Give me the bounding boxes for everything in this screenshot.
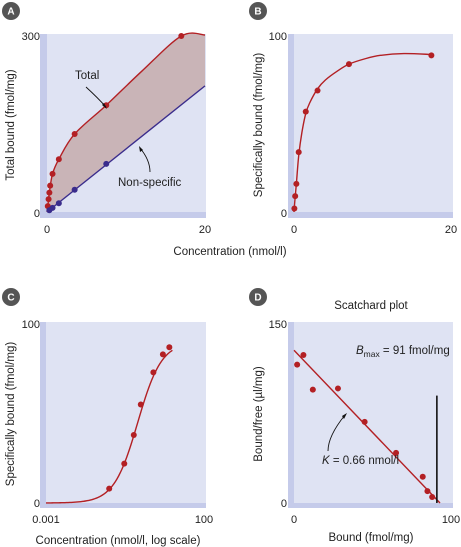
panel-a-total-point-8 xyxy=(178,33,185,39)
panel-a-total-arrowhead xyxy=(102,103,107,109)
panel-c-point-4 xyxy=(150,369,157,376)
panel-a-total-points xyxy=(44,33,185,210)
panel-d-point-6 xyxy=(419,473,426,480)
panel-a-badge: A xyxy=(2,2,20,20)
panel-d-k-value: = 0.66 nmol/l xyxy=(330,455,399,467)
panel-b-ytick-min: 0 xyxy=(281,208,287,220)
panel-c-ylabel: Specifically bound (fmol/mg) xyxy=(5,342,17,487)
panel-a: A 300 0 0 20 Total bound (fmol/mg) Total… xyxy=(2,2,211,236)
panel-d-k-text: K = 0.66 nmol/l xyxy=(322,455,399,467)
panel-c-ytick-max: 100 xyxy=(22,319,40,331)
panel-d-point-0 xyxy=(294,361,301,368)
panel-a-ytick-max: 300 xyxy=(22,31,40,43)
panel-a-nonspecific-arrowhead xyxy=(139,146,143,152)
panel-d-bmax-value: = 91 fmol/mg xyxy=(380,345,450,357)
panel-a-ylabel: Total bound (fmol/mg) xyxy=(5,69,17,180)
panel-b-point-3 xyxy=(295,149,302,156)
panel-d: D Scatchard plot Bmax = 91 fmol/mg K = 0… xyxy=(249,288,460,544)
panel-d-xlabel: Bound (fmol/mg) xyxy=(328,532,413,544)
panel-d-bmax-text: Bmax = 91 fmol/mg xyxy=(356,345,450,359)
panel-a-nonspecific-points xyxy=(46,160,110,214)
panel-a-nonspecific-label: Non-specific xyxy=(118,177,182,189)
panel-b-point-1 xyxy=(292,193,299,200)
panel-a-nonspecific-point-1 xyxy=(49,204,56,211)
panel-b-points xyxy=(291,52,435,212)
panel-d-point-8 xyxy=(429,494,436,501)
panel-d-title: Scatchard plot xyxy=(334,300,408,312)
panel-d-point-5 xyxy=(393,449,400,456)
panel-a-total-point-6 xyxy=(71,130,78,137)
panel-a-ytick-min: 0 xyxy=(34,208,40,220)
panel-c-points xyxy=(106,344,173,492)
panel-d-point-1 xyxy=(300,352,307,359)
panel-d-points xyxy=(294,352,436,501)
panel-d-fit-line xyxy=(293,349,441,504)
panel-a-total-point-3 xyxy=(47,182,54,189)
panel-b-point-2 xyxy=(293,180,300,187)
panel-d-ylabel: Bound/free (µl/mg) xyxy=(253,366,265,462)
panel-b-point-6 xyxy=(345,61,352,68)
panel-b-point-5 xyxy=(314,87,321,94)
panel-b-point-7 xyxy=(428,52,435,59)
panel-a-nonspecific-point-4 xyxy=(103,160,110,167)
panel-c-point-1 xyxy=(121,460,128,467)
panel-d-plot-area xyxy=(294,322,453,503)
panel-a-nonspecific-point-2 xyxy=(55,200,62,207)
panel-b-plot-area xyxy=(294,34,453,212)
panel-d-point-2 xyxy=(309,386,316,393)
panel-d-ytick-max: 150 xyxy=(269,319,287,331)
panel-a-letter: A xyxy=(7,7,14,18)
panel-b-xtick-min: 0 xyxy=(291,224,297,236)
panel-d-point-4 xyxy=(361,418,368,425)
panel-a-xtick-min: 0 xyxy=(44,224,50,236)
panel-d-xtick-max: 100 xyxy=(442,514,460,526)
panel-d-k-symbol: K xyxy=(322,455,331,467)
panel-b-ytick-max: 100 xyxy=(269,31,287,43)
panel-b-point-0 xyxy=(291,205,298,212)
panel-d-k-pointer xyxy=(327,414,346,452)
panel-a-nonspecific-point-3 xyxy=(71,186,78,193)
panel-a-total-point-1 xyxy=(45,196,52,203)
panel-c-point-0 xyxy=(106,485,113,492)
panel-d-k-arrowhead xyxy=(342,413,347,419)
panel-b: B 100 0 0 20 Specifically bound (fmol/mg… xyxy=(249,2,457,236)
panel-c-point-5 xyxy=(159,351,166,358)
panel-a-total-point-5 xyxy=(55,156,62,163)
panel-b-badge: B xyxy=(249,2,267,20)
panel-a-total-point-4 xyxy=(49,170,56,177)
panel-b-letter: B xyxy=(254,7,261,18)
panel-c-badge: C xyxy=(2,288,20,306)
panel-d-bmax-subscript: max xyxy=(364,349,381,359)
panel-c-letter: C xyxy=(7,293,14,304)
panel-b-point-4 xyxy=(302,108,309,115)
panel-a-shaded-area xyxy=(47,33,205,213)
panel-c-ytick-min: 0 xyxy=(34,498,40,510)
panel-a-xtick-max: 20 xyxy=(199,224,211,236)
panel-d-badge: D xyxy=(249,288,267,306)
panel-c-plot-area xyxy=(46,322,206,503)
panel-b-xtick-max: 20 xyxy=(445,224,457,236)
panel-d-point-7 xyxy=(424,488,431,495)
panel-d-xtick-min: 0 xyxy=(291,514,297,526)
panel-c-xtick-max: 100 xyxy=(195,514,213,526)
panel-c-point-2 xyxy=(130,431,137,438)
panel-d-point-3 xyxy=(334,385,341,392)
panel-c-point-3 xyxy=(137,401,144,408)
shared-concentration-label: Concentration (nmol/l) xyxy=(173,246,286,258)
panel-a-total-point-2 xyxy=(46,189,53,196)
panel-b-ylabel: Specifically bound (fmol/mg) xyxy=(253,53,265,198)
panel-c: C 100 0 0.001 100 Specifically bound (fm… xyxy=(2,288,213,547)
panel-d-bmax-symbol: B xyxy=(356,345,364,357)
panel-c-xlabel: Concentration (nmol/l, log scale) xyxy=(36,535,201,547)
panel-d-ytick-min: 0 xyxy=(281,498,287,510)
panel-c-point-6 xyxy=(166,344,173,351)
panel-a-total-label: Total xyxy=(75,70,99,82)
panel-c-xtick-min: 0.001 xyxy=(32,514,60,526)
panel-d-letter: D xyxy=(254,293,261,304)
